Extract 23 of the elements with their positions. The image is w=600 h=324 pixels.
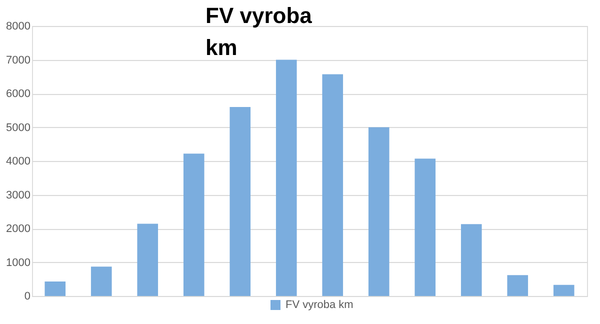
chart-title: FV vyroba km	[206, 3, 313, 60]
bar	[230, 107, 251, 296]
y-tick-label: 2000	[6, 223, 30, 235]
y-tick-label: 5000	[6, 122, 30, 134]
bar	[183, 154, 204, 296]
bar	[276, 60, 297, 296]
y-tick-label: 3000	[6, 189, 30, 202]
bar	[137, 224, 158, 296]
y-tick-label: 6000	[6, 88, 30, 100]
bar	[553, 284, 574, 296]
bar	[507, 275, 528, 296]
y-tick-label: 1000	[6, 256, 30, 269]
y-tick-label: 7000	[6, 54, 30, 66]
y-tick-label: 8000	[6, 20, 30, 32]
bar	[460, 224, 482, 296]
bar	[322, 74, 344, 296]
bar	[44, 281, 66, 296]
bar	[368, 127, 390, 296]
legend-label: FV vyroba km	[286, 299, 354, 311]
bar	[90, 266, 112, 296]
bar	[414, 158, 436, 296]
y-tick-label: 4000	[6, 156, 30, 168]
y-tick-label: 0	[24, 290, 30, 302]
